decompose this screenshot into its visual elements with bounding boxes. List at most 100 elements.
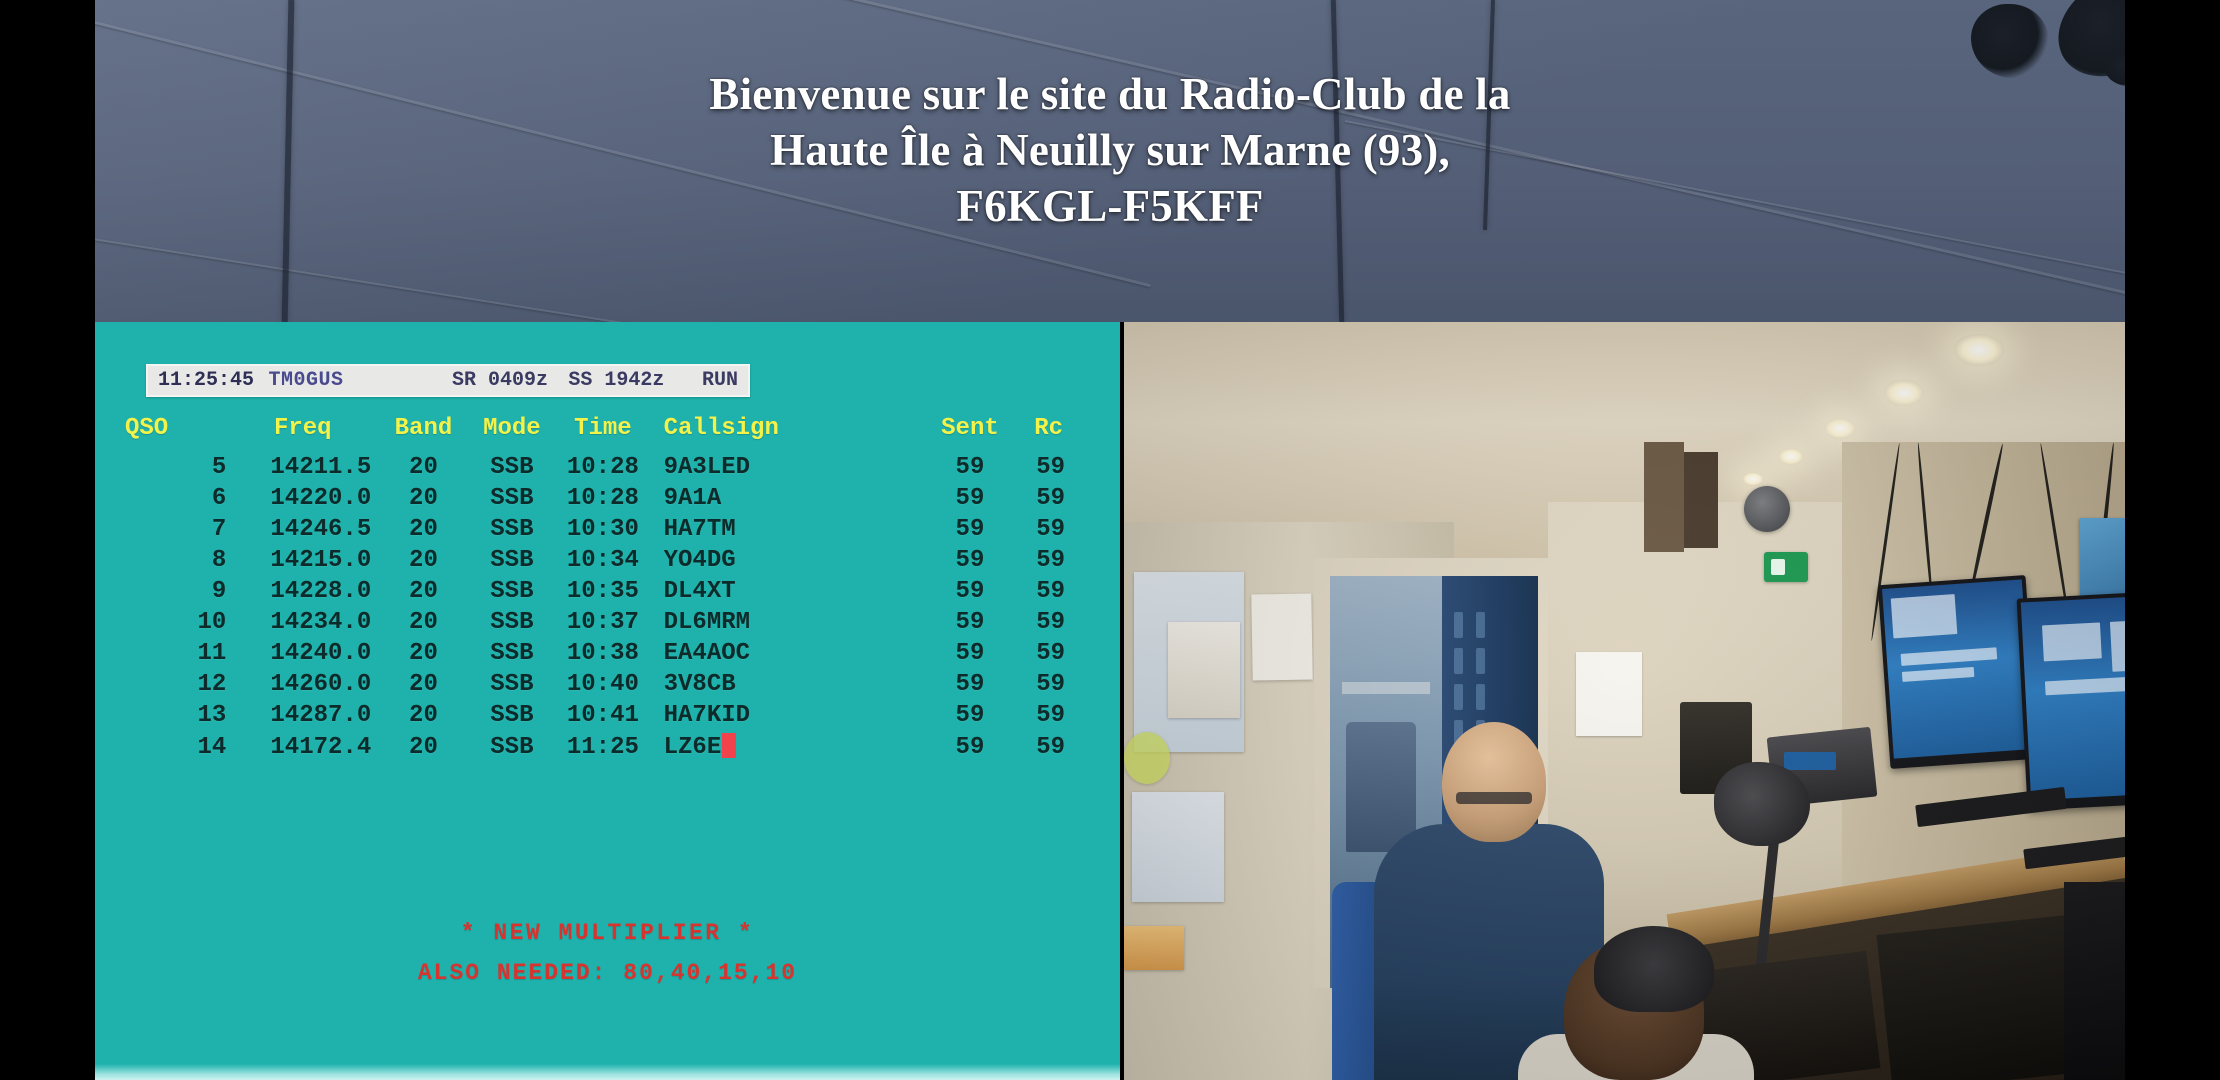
status-callsign: TM0GUS	[268, 369, 344, 392]
table-row: 5 14211.5 20 SSB 10:28 9A3LED 59 59	[95, 452, 1120, 483]
cell-qso: 8	[211, 547, 227, 574]
monitor-right	[2016, 589, 2125, 811]
cell-time: 10:40	[566, 671, 639, 698]
cell-band: 20	[409, 733, 438, 761]
wall-sticker	[1124, 732, 1170, 784]
contest-logger-panel[interactable]: 11:25:45 TM0GUS SR 0409z SS 1942z RUN QS…	[95, 322, 1120, 1080]
cell-qso: 7	[211, 516, 227, 543]
column-header-qso: QSO	[125, 415, 169, 442]
letterbox-left	[0, 0, 95, 1080]
cell-mode: SSB	[490, 578, 534, 605]
table-row: 13 14287.0 20 SSB 10:41 HA7KID 59 59	[95, 700, 1120, 731]
cell-freq: 14215.0	[270, 547, 372, 574]
column-header-sent: Sent	[941, 415, 999, 442]
log-entry-row[interactable]: 14 14172.4 20 SSB 11:25 LZ6E 59 59	[95, 731, 1120, 763]
ceiling-light-icon	[1778, 448, 1804, 465]
cell-band: 20	[409, 702, 438, 729]
microphone-icon	[1714, 762, 1810, 846]
radio-display	[1784, 752, 1836, 770]
lower-split: 11:25:45 TM0GUS SR 0409z SS 1942z RUN QS…	[95, 322, 2125, 1080]
cell-qso: 10	[197, 609, 227, 636]
column-header-rcvd: Rc	[1034, 415, 1064, 442]
cell-qso: 11	[197, 640, 227, 667]
screen-window	[2042, 622, 2102, 662]
cell-band: 20	[409, 671, 438, 698]
banner-backdrop: Bienvenue sur le site du Radio-Club de l…	[95, 0, 2125, 322]
cell-callsign: 3V8CB	[663, 671, 736, 698]
cell-rcvd: 59	[1036, 671, 1066, 698]
cell-rcvd: 59	[1036, 609, 1066, 636]
cell-callsign: HA7TM	[663, 516, 736, 543]
cell-freq: 14172.4	[270, 733, 372, 761]
pc-tower	[2064, 882, 2125, 1080]
cell-freq: 14246.5	[270, 516, 372, 543]
wall-bracket	[1684, 452, 1718, 548]
cell-freq: 14211.5	[270, 454, 372, 481]
cell-sent: 59	[955, 640, 985, 667]
status-sunset: SS 1942z	[568, 369, 665, 392]
door-vent	[1476, 684, 1485, 710]
cell-mode: SSB	[490, 609, 534, 636]
logger-status-bar: 11:25:45 TM0GUS SR 0409z SS 1942z RUN	[146, 364, 750, 397]
door-vent	[1454, 684, 1463, 710]
panel-bottom-glow	[95, 1064, 1120, 1080]
door-vent	[1476, 612, 1485, 638]
door-vent	[1454, 648, 1463, 674]
status-run-mode: RUN	[701, 369, 738, 392]
table-row: 12 14260.0 20 SSB 10:40 3V8CB 59 59	[95, 669, 1120, 700]
cell-mode: SSB	[490, 702, 534, 729]
wall-poster	[1124, 926, 1184, 970]
alert-also-needed: ALSO NEEDED: 80,40,15,10	[417, 960, 798, 986]
cell-freq: 14260.0	[270, 671, 372, 698]
cell-time: 10:28	[566, 454, 639, 481]
cell-rcvd: 59	[1036, 485, 1066, 512]
cell-time: 11:25	[566, 733, 639, 761]
screen-window	[1890, 594, 1958, 639]
text-cursor	[722, 733, 737, 758]
cell-callsign[interactable]: LZ6E	[650, 731, 918, 763]
cell-sent: 59	[955, 454, 985, 481]
cell-band: 20	[409, 609, 438, 636]
page-title: Bienvenue sur le site du Radio-Club de l…	[709, 69, 1511, 231]
cell-freq: 14220.0	[270, 485, 372, 512]
cell-rcvd: 59	[1036, 578, 1066, 605]
screen-window	[1901, 666, 1975, 682]
cell-qso: 9	[211, 578, 227, 605]
cell-sent: 59	[955, 485, 985, 512]
status-clock: 11:25:45	[158, 369, 255, 392]
screen-window	[2109, 618, 2125, 672]
multiplier-alert: * NEW MULTIPLIER * ALSO NEEDED: 80,40,15…	[95, 920, 1120, 1000]
cell-rcvd: 59	[1036, 640, 1066, 667]
monitor-screen	[2020, 593, 2125, 801]
cell-sent: 59	[955, 609, 985, 636]
cell-rcvd: 59	[1036, 733, 1066, 761]
cell-qso: 14	[197, 733, 227, 761]
cell-callsign: 9A3LED	[663, 454, 751, 481]
ceiling-light-icon	[1824, 418, 1856, 439]
cell-band: 20	[409, 516, 438, 543]
column-header-freq: Freq	[273, 415, 332, 442]
column-header-callsign: Callsign	[663, 415, 779, 442]
cell-time: 10:30	[566, 516, 639, 543]
corridor-chair	[1346, 722, 1416, 852]
cell-callsign: EA4AOC	[663, 640, 751, 667]
letterbox-right	[2125, 0, 2220, 1080]
notice-sheet	[1576, 652, 1642, 736]
ceiling-light-icon	[1884, 380, 1924, 406]
table-row: 9 14228.0 20 SSB 10:35 DL4XT 59 59	[95, 576, 1120, 607]
cell-mode: SSB	[490, 640, 534, 667]
cell-freq: 14234.0	[270, 609, 372, 636]
shack-webcam	[1124, 322, 2125, 1080]
cell-rcvd: 59	[1036, 454, 1066, 481]
cell-time: 10:37	[566, 609, 639, 636]
ceiling-light-icon	[1742, 472, 1764, 486]
cell-mode: SSB	[490, 671, 534, 698]
speaker-icon	[1744, 486, 1790, 532]
cell-freq: 14228.0	[270, 578, 372, 605]
cell-sent: 59	[955, 547, 985, 574]
table-row: 7 14246.5 20 SSB 10:30 HA7TM 59 59	[95, 514, 1120, 545]
door-vent	[1454, 612, 1463, 638]
door-vent	[1476, 648, 1485, 674]
monitor-left	[1877, 575, 2039, 769]
